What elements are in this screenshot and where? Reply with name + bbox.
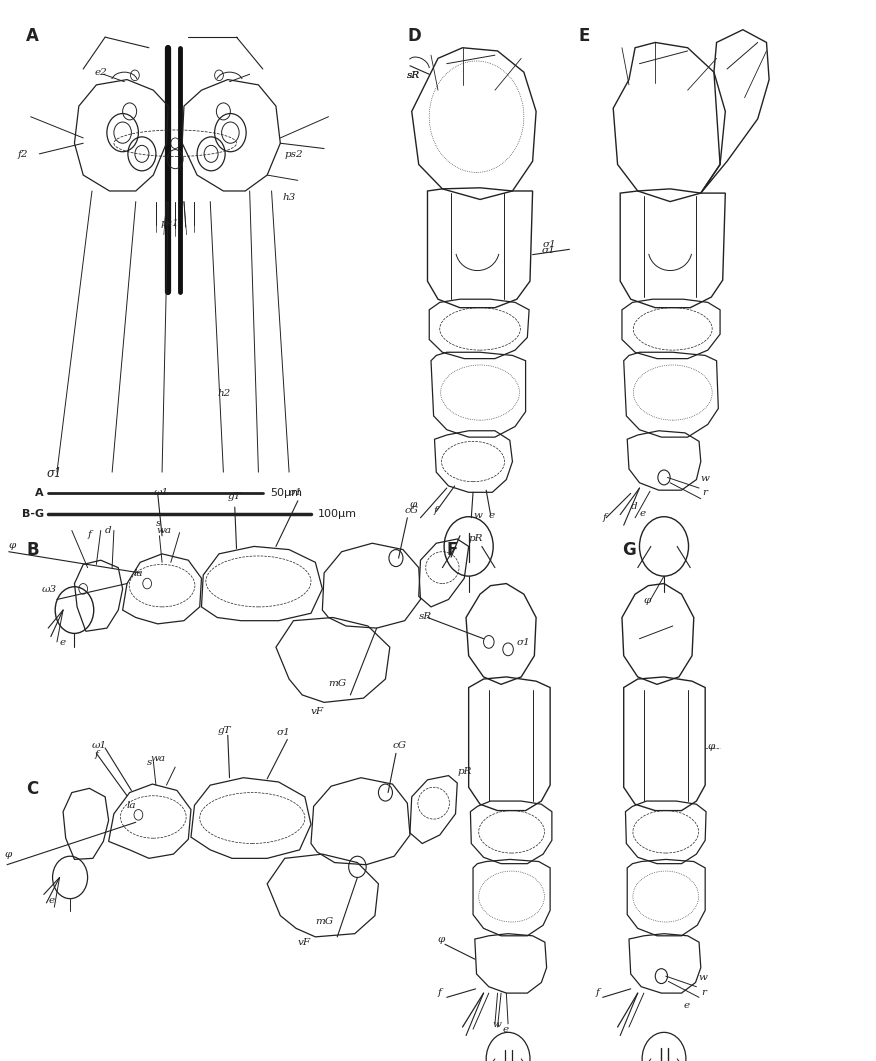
Text: σ1: σ1: [543, 241, 557, 249]
Text: 100μm: 100μm: [318, 508, 357, 519]
Text: mG: mG: [328, 679, 347, 688]
Text: ps1: ps1: [160, 220, 179, 228]
Text: φ: φ: [708, 743, 715, 751]
Text: w: w: [698, 974, 707, 982]
Text: vF: vF: [311, 708, 324, 716]
Text: ω1: ω1: [153, 488, 168, 497]
Text: σ1: σ1: [277, 729, 291, 737]
Text: σ1: σ1: [541, 246, 555, 255]
Text: e: e: [639, 509, 646, 518]
Text: sR: sR: [419, 612, 432, 621]
Text: s: s: [156, 520, 161, 528]
Text: vF: vF: [298, 939, 311, 947]
Text: e2: e2: [95, 69, 108, 77]
Text: r: r: [701, 989, 706, 997]
Text: d: d: [105, 526, 112, 535]
Text: cG: cG: [405, 506, 419, 515]
Text: gT: gT: [217, 727, 230, 735]
Text: w: w: [701, 474, 710, 483]
Text: s: s: [147, 759, 152, 767]
Text: d: d: [631, 503, 638, 511]
Text: φ: φ: [438, 936, 445, 944]
Text: σ1: σ1: [46, 467, 62, 480]
Text: la: la: [127, 801, 137, 810]
Text: w: w: [492, 1021, 501, 1029]
Text: wa: wa: [151, 754, 166, 763]
Text: ω1: ω1: [92, 742, 107, 750]
Text: f: f: [438, 989, 442, 997]
Text: φ: φ: [4, 851, 11, 859]
Text: ps2: ps2: [285, 151, 303, 159]
Text: mG: mG: [315, 918, 334, 926]
Text: sR: sR: [407, 71, 420, 80]
Text: h2: h2: [217, 389, 230, 398]
Text: D: D: [407, 27, 421, 45]
Text: sR: sR: [406, 71, 420, 80]
Text: pR: pR: [469, 535, 484, 543]
Text: A: A: [35, 488, 44, 498]
Text: σ1: σ1: [517, 639, 531, 647]
Text: pR: pR: [457, 767, 472, 776]
Text: A: A: [26, 27, 39, 45]
Text: B-G: B-G: [22, 508, 44, 519]
Text: F: F: [447, 541, 458, 559]
Text: e: e: [503, 1026, 509, 1034]
Text: w: w: [473, 511, 482, 520]
Text: φ: φ: [644, 596, 651, 605]
Text: wa: wa: [156, 526, 171, 535]
Text: e: e: [683, 1002, 689, 1010]
Text: f2: f2: [18, 151, 28, 159]
Text: f: f: [95, 750, 98, 759]
Text: h3: h3: [282, 193, 295, 202]
Text: f: f: [603, 514, 606, 522]
Text: σ1: σ1: [289, 488, 303, 497]
Text: 50μm: 50μm: [270, 488, 302, 498]
Text: r: r: [703, 488, 708, 497]
Text: e: e: [489, 511, 495, 520]
Text: cG: cG: [392, 742, 406, 750]
Text: φ: φ: [9, 541, 16, 550]
Text: gT: gT: [228, 492, 241, 501]
Text: f: f: [596, 989, 599, 997]
Text: E: E: [578, 27, 590, 45]
Text: la: la: [133, 570, 143, 578]
Text: φ: φ: [410, 501, 417, 509]
Text: f: f: [434, 506, 437, 515]
Text: B: B: [26, 541, 39, 559]
Text: f: f: [88, 530, 91, 539]
Text: C: C: [26, 780, 39, 798]
Text: e: e: [60, 639, 66, 647]
Text: ω3: ω3: [42, 586, 57, 594]
Text: G: G: [622, 541, 636, 559]
Text: e: e: [48, 897, 54, 905]
